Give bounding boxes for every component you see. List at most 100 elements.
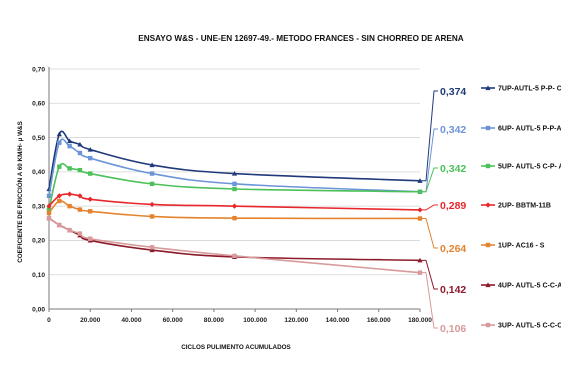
data-point <box>67 166 72 171</box>
y-tick-label: 0,20 <box>32 238 45 245</box>
series-line <box>48 130 421 190</box>
x-tick-label: 20.000 <box>80 317 101 324</box>
data-point <box>485 242 491 248</box>
data-point <box>149 181 155 187</box>
end-callout-leader <box>421 204 438 211</box>
legend-label: 1UP- AC16 - S <box>498 243 545 250</box>
data-point <box>231 170 238 176</box>
y-tick-label: 0,30 <box>32 203 45 210</box>
end-value-label: 0,374 <box>440 86 466 98</box>
data-point <box>67 191 73 197</box>
legend-item: 7UP-AUTL-5 P-P- C <box>481 85 561 93</box>
data-point <box>57 222 62 228</box>
legend-item: 2UP- BBTM-11B <box>481 202 551 210</box>
end-value-label: 0,342 <box>440 163 466 175</box>
data-point <box>46 203 52 209</box>
series-line <box>48 162 421 210</box>
end-callout-leader <box>421 217 438 249</box>
legend-item: 3UP- AUTL-5 C-C-C <box>481 323 561 330</box>
data-point <box>485 125 491 131</box>
legend-label: 5UP- AUTL-5 C-P- A <box>498 164 561 171</box>
data-point <box>88 209 93 214</box>
series-layer <box>46 130 423 275</box>
series-4 <box>46 191 423 213</box>
series-1 <box>46 130 423 192</box>
data-point <box>88 155 93 161</box>
end-callouts: 0,374 0,342 0,342 0,289 0,264 0,142 0,106 <box>421 86 466 335</box>
series-line <box>48 217 421 274</box>
data-point <box>232 253 237 259</box>
data-point <box>56 193 62 199</box>
data-point <box>149 201 155 208</box>
x-tick-label: 160.000 <box>367 317 391 324</box>
legend-label: 4UP- AUTL-5 C-C-A <box>498 283 561 290</box>
x-tick-label: 40.000 <box>121 317 142 324</box>
series-line <box>48 200 421 220</box>
data-point <box>485 202 491 208</box>
legend-item: 4UP- AUTL-5 C-C-A <box>481 282 561 290</box>
y-tick-label: 0,70 <box>32 66 45 73</box>
data-point <box>67 143 72 149</box>
data-point <box>46 210 52 216</box>
data-point <box>232 215 237 221</box>
end-callout-leader <box>421 90 438 182</box>
data-point <box>417 270 423 275</box>
data-point <box>67 203 72 209</box>
end-value-label: 0,342 <box>440 124 466 136</box>
x-tick-label: 60.000 <box>163 317 184 324</box>
end-value-label: 0,142 <box>440 284 466 296</box>
x-tick-label: 0 <box>47 317 51 324</box>
data-point <box>87 146 93 152</box>
end-callout-leader <box>421 167 438 193</box>
data-point <box>485 282 491 288</box>
data-point <box>149 247 155 253</box>
end-value-label: 0,264 <box>440 243 466 255</box>
data-point <box>149 162 155 168</box>
x-axis-title: CICLOS PULIMENTO ACUMULADOS <box>181 344 291 351</box>
legend-item: 6UP- AUTL-5 P-P-A <box>481 126 561 133</box>
data-point <box>149 245 155 250</box>
data-point <box>57 198 62 204</box>
legend-label: 3UP- AUTL-5 C-C-C <box>498 323 561 330</box>
data-point <box>149 214 155 219</box>
legend-label: 6UP- AUTL-5 P-P-A <box>498 126 561 133</box>
y-tick-label: 0,40 <box>32 169 45 176</box>
data-point <box>57 140 62 145</box>
x-tick-label: 140.000 <box>326 317 350 324</box>
legend-item: 5UP- AUTL-5 C-P- A <box>481 164 561 171</box>
data-point <box>417 216 423 221</box>
data-point <box>88 236 93 241</box>
data-point <box>417 189 423 194</box>
legend: 7UP-AUTL-5 P-P- C 6UP- AUTL-5 P-P-A 5UP- A… <box>481 85 561 330</box>
y-tick-label: 0,00 <box>32 306 45 313</box>
data-point <box>417 207 423 213</box>
axes: 0,00 0,10 0,20 0,30 0,40 0,50 0,60 0,70 0 20.000 4… <box>32 66 432 324</box>
data-point <box>485 163 491 169</box>
legend-label: 2UP- BBTM-11B <box>498 203 551 210</box>
data-point <box>46 193 52 199</box>
y-axis-title: COEFICIENTE DE FRICCIÓN A 60 KM/H- μ W&S <box>15 121 24 263</box>
data-point <box>417 257 423 263</box>
data-point <box>232 186 237 192</box>
chart-title: ENSAYO W&S - UNE-EN 12697-49.- METODO FR… <box>138 34 464 43</box>
data-point <box>77 207 83 212</box>
data-point <box>485 322 491 328</box>
x-tick-label: 120.000 <box>284 317 308 324</box>
series-3 <box>46 162 423 212</box>
data-point <box>232 181 237 187</box>
series-7 <box>46 215 423 275</box>
end-value-label: 0,289 <box>440 200 466 212</box>
data-point <box>67 227 72 233</box>
legend-item: 1UP- AC16 - S <box>481 243 545 250</box>
data-point <box>77 167 83 173</box>
data-point <box>56 131 62 137</box>
data-point <box>46 215 52 221</box>
data-point <box>77 141 83 147</box>
x-tick-label: 80.000 <box>204 317 225 324</box>
end-callout-leader <box>421 272 438 329</box>
y-tick-label: 0,60 <box>32 101 45 108</box>
data-point <box>88 171 93 176</box>
data-point <box>87 196 93 202</box>
data-point <box>57 164 62 169</box>
